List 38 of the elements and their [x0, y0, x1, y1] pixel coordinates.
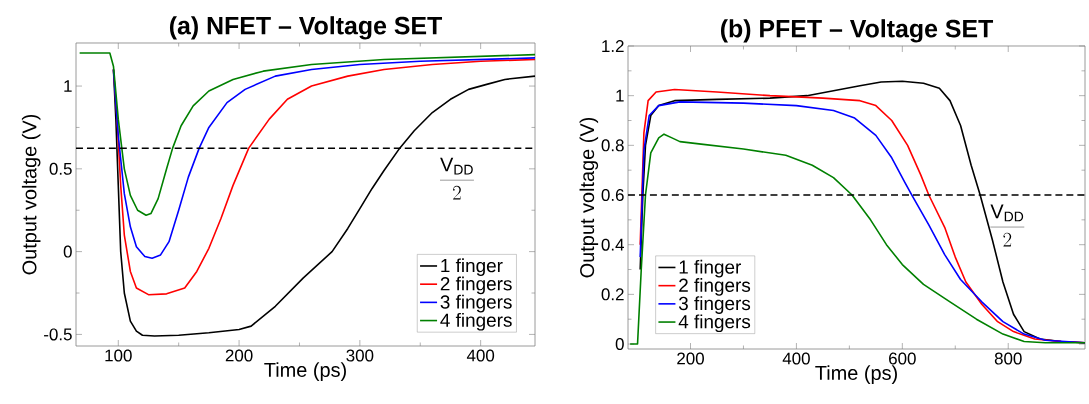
- x-tick-label: 200: [225, 349, 253, 362]
- line-series: [629, 133, 1086, 345]
- y-tick-label: 0: [615, 338, 624, 351]
- x-tick-label: 400: [782, 352, 810, 365]
- legend-label: 1 finger: [441, 258, 503, 277]
- legend-label: 4 fingers: [678, 314, 751, 333]
- x-axis-title: Time (ps): [264, 362, 346, 381]
- x-tick-label: 600: [889, 352, 916, 365]
- y-tick-label: -0.5: [44, 328, 72, 341]
- y-tick-label: 0: [63, 245, 72, 258]
- x-tick-label: 100: [105, 349, 132, 362]
- y-tick-label: 0.8: [601, 139, 624, 152]
- legend-label: 4 fingers: [440, 312, 512, 331]
- x-tick-label: 200: [677, 352, 704, 365]
- ref-line-label: $\frac{\mathrm{V_{DD}}}{2}$: [990, 204, 1025, 247]
- x-tick-label: 300: [346, 349, 374, 362]
- chart-title: (b) PFET – Voltage SET: [720, 19, 994, 43]
- legend-label: 3 fingers: [678, 296, 751, 314]
- y-tick-label: 1.2: [602, 40, 624, 52]
- legend-label: 1 finger: [679, 259, 742, 278]
- legend-label: 2 fingers: [440, 276, 512, 295]
- legend-label: 2 fingers: [679, 278, 751, 296]
- chart-title: (a) NFET – Voltage SET: [169, 16, 443, 40]
- y-axis-title: Output voltage (V): [21, 114, 41, 275]
- y-tick-label: 0.4: [601, 238, 624, 251]
- ref-line-label: $\frac{\mathrm{V_{DD}}}{2}$: [440, 157, 474, 200]
- legend-label: 3 fingers: [440, 294, 512, 313]
- x-axis-title: Time (ps): [815, 365, 897, 384]
- y-tick-label: 1: [616, 89, 624, 102]
- x-tick-label: 800: [994, 352, 1022, 365]
- line-series: [112, 57, 536, 260]
- y-tick-label: 1: [64, 80, 72, 92]
- y-tick-label: 0.6: [601, 189, 624, 202]
- y-axis-title: Output voltage (V): [579, 117, 599, 278]
- y-tick-label: 0.5: [49, 162, 72, 175]
- y-tick-label: 0.2: [601, 288, 624, 301]
- x-tick-label: 400: [466, 349, 495, 362]
- line-series: [78, 52, 536, 216]
